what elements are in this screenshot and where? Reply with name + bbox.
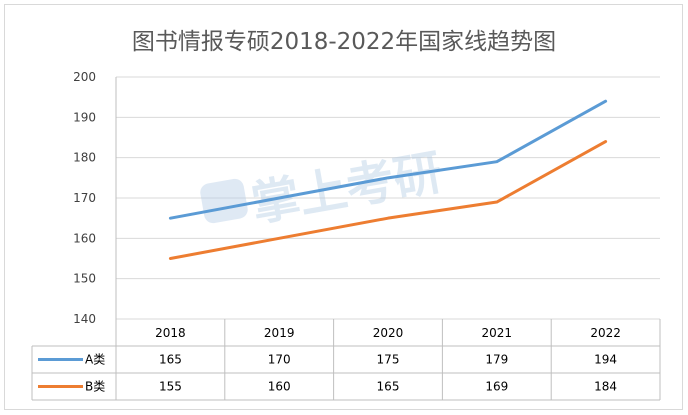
x-category-label-2019: 2019 — [264, 326, 295, 340]
data-cell-b-2018: 155 — [159, 380, 182, 394]
series-lines — [168, 99, 608, 260]
x-category-label-2022: 2022 — [590, 326, 621, 340]
y-tick-label-150: 150 — [73, 272, 96, 286]
y-tick-label-200: 200 — [73, 70, 96, 84]
data-cell-a-2018: 165 — [159, 353, 182, 367]
line-chart: 图书情报专硕2018-2022年国家线趋势图 140 150 160 170 180 19… — [31, 29, 661, 401]
series-line-b — [168, 140, 608, 260]
data-cell-b-2022: 184 — [594, 380, 617, 394]
gridlines — [116, 76, 660, 320]
data-cell-b-2020: 165 — [377, 380, 400, 394]
chart-title: 图书情报专硕2018-2022年国家线趋势图 — [132, 29, 556, 55]
data-cell-b-2019: 160 — [268, 380, 291, 394]
data-cell-a-2022: 194 — [594, 353, 617, 367]
data-cell-a-2021: 179 — [485, 353, 508, 367]
legend-label-b: B类 — [85, 380, 105, 394]
y-tick-label-160: 160 — [73, 231, 96, 245]
watermark-logo-icon — [200, 178, 248, 224]
data-cell-a-2020: 175 — [377, 353, 400, 367]
chart-frame: 图书情报专硕2018-2022年国家线趋势图 140 150 160 170 180 19… — [4, 4, 683, 410]
y-tick-label-180: 180 — [73, 151, 96, 165]
y-tick-label-140: 140 — [73, 312, 96, 326]
series-line-a — [168, 99, 608, 220]
y-tick-label-170: 170 — [73, 191, 96, 205]
x-category-label-2021: 2021 — [482, 326, 513, 340]
y-axis-ticks: 140 150 160 170 180 190 200 — [73, 70, 96, 326]
data-cell-b-2021: 169 — [485, 380, 508, 394]
data-cell-a-2019: 170 — [268, 353, 291, 367]
x-category-label-2018: 2018 — [155, 326, 186, 340]
legend-label-a: A类 — [85, 353, 105, 367]
y-tick-label-190: 190 — [73, 110, 96, 124]
x-category-label-2020: 2020 — [373, 326, 404, 340]
data-table: 2018 2019 2020 2021 2022 A类 165 170 175 179 194 B类 1… — [31, 77, 661, 401]
